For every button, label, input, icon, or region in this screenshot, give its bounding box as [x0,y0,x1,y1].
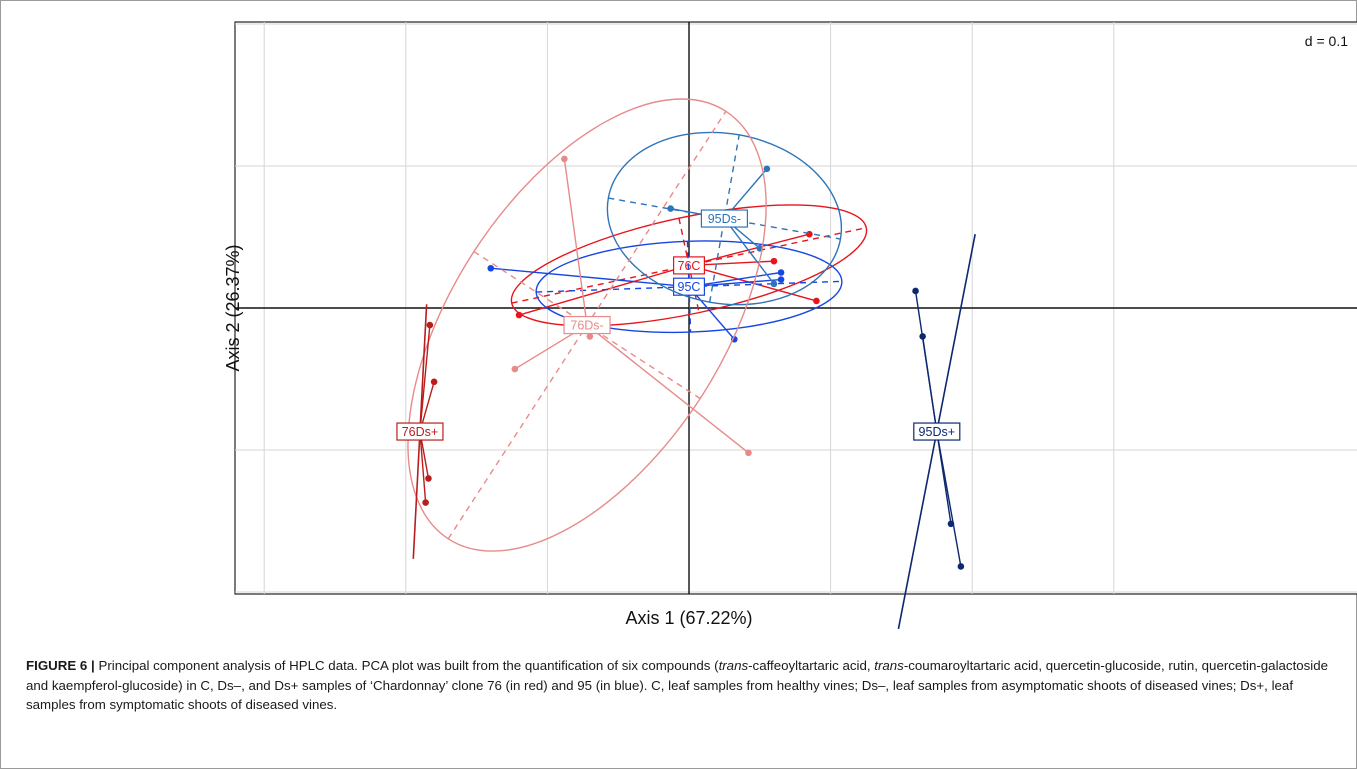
spoke-76C [688,233,810,267]
label-95Ds+: 95Ds+ [919,425,955,439]
major-axis-95C [536,280,842,293]
point-95Ds+ [957,563,965,570]
spoke-76C [688,264,817,302]
label-box-76C [672,256,705,275]
point-95Ds- [770,280,778,288]
caption-text-3: -coumaroyltartaric acid, quercetin-gluco… [26,658,1329,712]
spoke-76Ds- [563,158,588,326]
point-76Ds+ [425,475,432,482]
point-76Ds+ [422,499,429,506]
spoke-76Ds- [586,324,749,454]
label-76C: 76C [678,259,701,273]
spoke-76Ds+ [419,324,431,432]
point-95Ds+ [912,287,919,295]
point-95Ds- [763,165,771,173]
label-95C: 95C [678,280,701,294]
axes [235,22,1357,594]
point-95C [777,269,785,276]
y-axis-title: Axis 2 (26.37%) [223,244,243,371]
spoke-76Ds+ [419,431,427,503]
group-95Ds-: 95Ds- [606,131,843,306]
point-76C [515,311,523,319]
x-axis-title: Axis 1 (67.22%) [625,608,752,628]
label-76Ds-: 76Ds- [570,319,603,333]
label-76Ds+: 76Ds+ [402,425,438,439]
label-95Ds-: 95Ds- [708,212,741,226]
groups: 76C 95C 95Ds- 76Ds- 76Ds+ 95Ds+ [396,98,976,630]
point-76Ds- [561,155,568,163]
spoke-95Ds- [723,218,775,285]
point-76Ds+ [430,378,438,386]
point-76Ds- [586,333,594,340]
point-95C [487,264,495,272]
label-box-95Ds+ [913,422,961,441]
group-95Ds+: 95Ds+ [897,234,976,630]
point-95Ds- [667,205,674,212]
caption-text-1: Principal component analysis of HPLC dat… [98,658,719,673]
group-76Ds-: 76Ds- [407,98,767,552]
spoke-95C [490,267,690,288]
caption-italic-1: trans [718,658,749,673]
label-box-95Ds- [700,209,749,228]
spoke-95Ds+ [936,431,962,567]
point-95C [777,276,785,283]
label-box-95C [672,277,705,296]
scale-label: d = 0.1 [1305,33,1348,49]
point-76Ds+ [426,321,434,329]
point-76C [806,230,813,238]
figure-caption: FIGURE 6 | Principal component analysis … [26,656,1331,715]
point-76C [813,297,820,305]
point-76C [770,257,778,265]
caption-label: FIGURE 6 | [26,658,95,673]
label-box-76Ds+ [396,422,444,441]
label-box-76Ds- [563,315,611,335]
caption-italic-2: trans [874,658,904,673]
group-95C: 95C [487,240,843,343]
pca-plot: 76C 95C 95Ds- 76Ds- 76Ds+ 95Ds+ d = 0.1 Axis … [223,21,1357,630]
caption-text-2: -caffeoyltartaric acid, [748,658,871,673]
point-76Ds- [745,449,752,457]
spoke-95Ds+ [914,290,938,432]
group-76Ds+: 76Ds+ [396,304,444,559]
point-76Ds- [511,365,519,373]
